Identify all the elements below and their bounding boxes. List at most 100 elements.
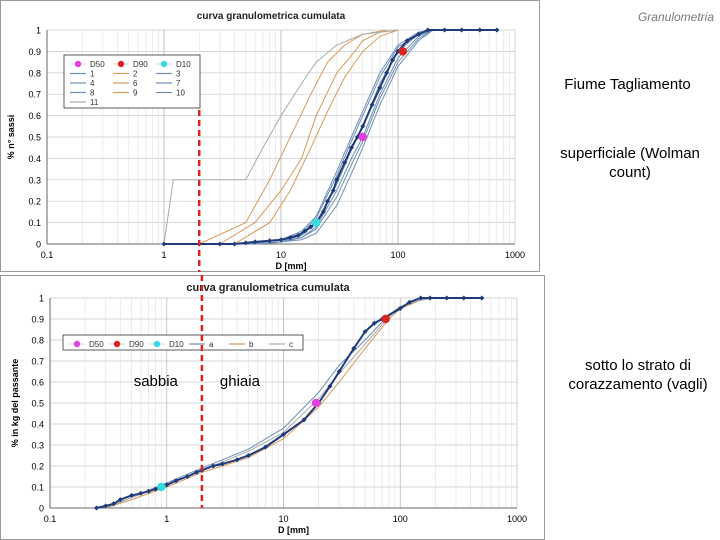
top-main-point (459, 27, 465, 33)
top-legend-label: 9 (133, 89, 138, 98)
top-main-point (348, 145, 354, 151)
chart-top: 00.10.20.30.40.50.60.70.80.910.1 1 10 100 10… (0, 0, 540, 272)
bottom-y-tick-label: 0.2 (31, 462, 44, 472)
top-series-6 (198, 29, 387, 245)
top-y-tick-label: 0.4 (28, 154, 41, 164)
top-marker-d10 (312, 218, 321, 227)
top-main-point (320, 209, 326, 215)
bottom-y-tick-label: 0.9 (31, 315, 44, 325)
bottom-y-tick-label: 0 (39, 504, 44, 514)
top-main-point (404, 38, 410, 44)
top-legend-swatch-d90 (117, 60, 125, 68)
bottom-main-point (184, 474, 190, 479)
bottom-legend-label: D90 (129, 340, 144, 349)
bottom-marker-d10 (157, 482, 166, 492)
note-superficiale: superficiale (Wolman count) (560, 145, 700, 181)
top-x-axis-label: D [mm] (276, 261, 307, 271)
chart-bottom: 00.10.20.30.40.50.60.70.80.910.1 1 10 100 10… (0, 275, 545, 540)
bottom-main-point (418, 295, 424, 301)
bottom-marker-d50 (311, 398, 321, 408)
bottom-y-tick-label: 0.6 (31, 378, 44, 388)
top-legend-label: 7 (176, 79, 181, 88)
zone-label-ghiaia: ghiaia (220, 373, 261, 390)
note-fiume: Fiume Tagliamento (564, 76, 691, 93)
top-main-point (477, 27, 483, 33)
bottom-legend-label: D10 (169, 340, 184, 349)
bottom-main-point (219, 461, 225, 467)
slide-title: Granulometria (637, 10, 714, 24)
top-legend-label: D90 (133, 60, 148, 69)
bottom-main-point (129, 492, 135, 498)
bottom-legend (62, 334, 304, 351)
bottom-main-point (406, 299, 412, 305)
bottom-main-point (173, 478, 179, 484)
bottom-main-point (262, 444, 268, 450)
bottom-main-point (138, 490, 144, 496)
top-main-point (390, 57, 396, 63)
top-main-point (330, 188, 336, 193)
top-main-point (161, 241, 167, 247)
top-legend-label: 6 (133, 79, 138, 88)
top-x-tick-label: 1000 (505, 250, 525, 260)
bottom-legend-label: D50 (89, 340, 104, 349)
bottom-x-tick-label: 10 (278, 514, 288, 524)
top-y-tick-label: 0.8 (28, 68, 41, 78)
bottom-y-tick-label: 1 (39, 294, 44, 304)
top-y-tick-label: 0.9 (28, 47, 41, 57)
bottom-x-tick-label: 1 (164, 514, 169, 524)
bottom-main-point (362, 329, 368, 335)
top-legend-label: 10 (176, 89, 185, 98)
bottom-y-tick-label: 0.4 (31, 420, 44, 430)
top-title: curva granulometrica cumulata (197, 11, 346, 22)
bottom-y-tick-label: 0.7 (31, 357, 44, 367)
top-main-point (354, 134, 360, 140)
top-legend-label: 2 (133, 70, 138, 79)
top-x-tick-label: 10 (276, 250, 286, 260)
top-legend-swatch-d10 (160, 60, 168, 68)
top-main-point (308, 224, 314, 230)
top-main-point (302, 228, 308, 234)
top-main-point (377, 85, 383, 91)
top-main-point (295, 232, 301, 238)
bottom-legend-swatch-d90 (113, 340, 121, 348)
top-legend-label: D50 (90, 60, 105, 69)
top-y-tick-label: 1 (36, 26, 41, 36)
top-legend-label: D10 (176, 60, 191, 69)
top-main-point (252, 239, 258, 245)
top-main-point (360, 123, 366, 129)
bottom-main-point (117, 497, 123, 503)
bottom-main-point (210, 463, 216, 469)
top-y-axis-label: % n° sassi (6, 115, 16, 160)
top-main-point (278, 237, 284, 243)
top-main-point (243, 240, 249, 246)
top-main-point (369, 102, 375, 108)
top-main-point (342, 160, 348, 166)
bottom-y-tick-label: 0.1 (31, 483, 44, 493)
top-series-10 (262, 29, 434, 245)
top-x-tick-label: 100 (390, 250, 405, 260)
bottom-main-point (111, 501, 117, 507)
bottom-main-point (146, 488, 152, 494)
top-marker-d90 (398, 47, 408, 56)
bottom-main-point (351, 345, 357, 351)
top-x-tick-label: 0.1 (41, 250, 54, 260)
bottom-legend-label: a (209, 340, 214, 349)
note-corazzamento: sotto lo strato di corazzamento (vagli) (568, 357, 708, 393)
bottom-main-point (234, 457, 240, 463)
top-y-tick-label: 0.2 (28, 197, 41, 207)
bottom-main-point (327, 383, 333, 389)
top-main-point (217, 241, 223, 247)
bottom-x-axis-label: D [mm] (278, 525, 309, 535)
bottom-legend-swatch-d10 (153, 340, 161, 348)
top-legend-label: 4 (90, 79, 95, 88)
top-main-point (267, 238, 273, 244)
bottom-main-point (444, 295, 450, 301)
top-main-point (494, 27, 500, 33)
bottom-main-point (461, 295, 467, 301)
bottom-x-tick-label: 1000 (507, 514, 527, 524)
bottom-main-point (427, 295, 433, 301)
bottom-main-point (152, 486, 158, 492)
top-main-point (231, 241, 237, 247)
bottom-y-tick-label: 0.5 (31, 399, 44, 409)
top-main-point (442, 27, 448, 33)
